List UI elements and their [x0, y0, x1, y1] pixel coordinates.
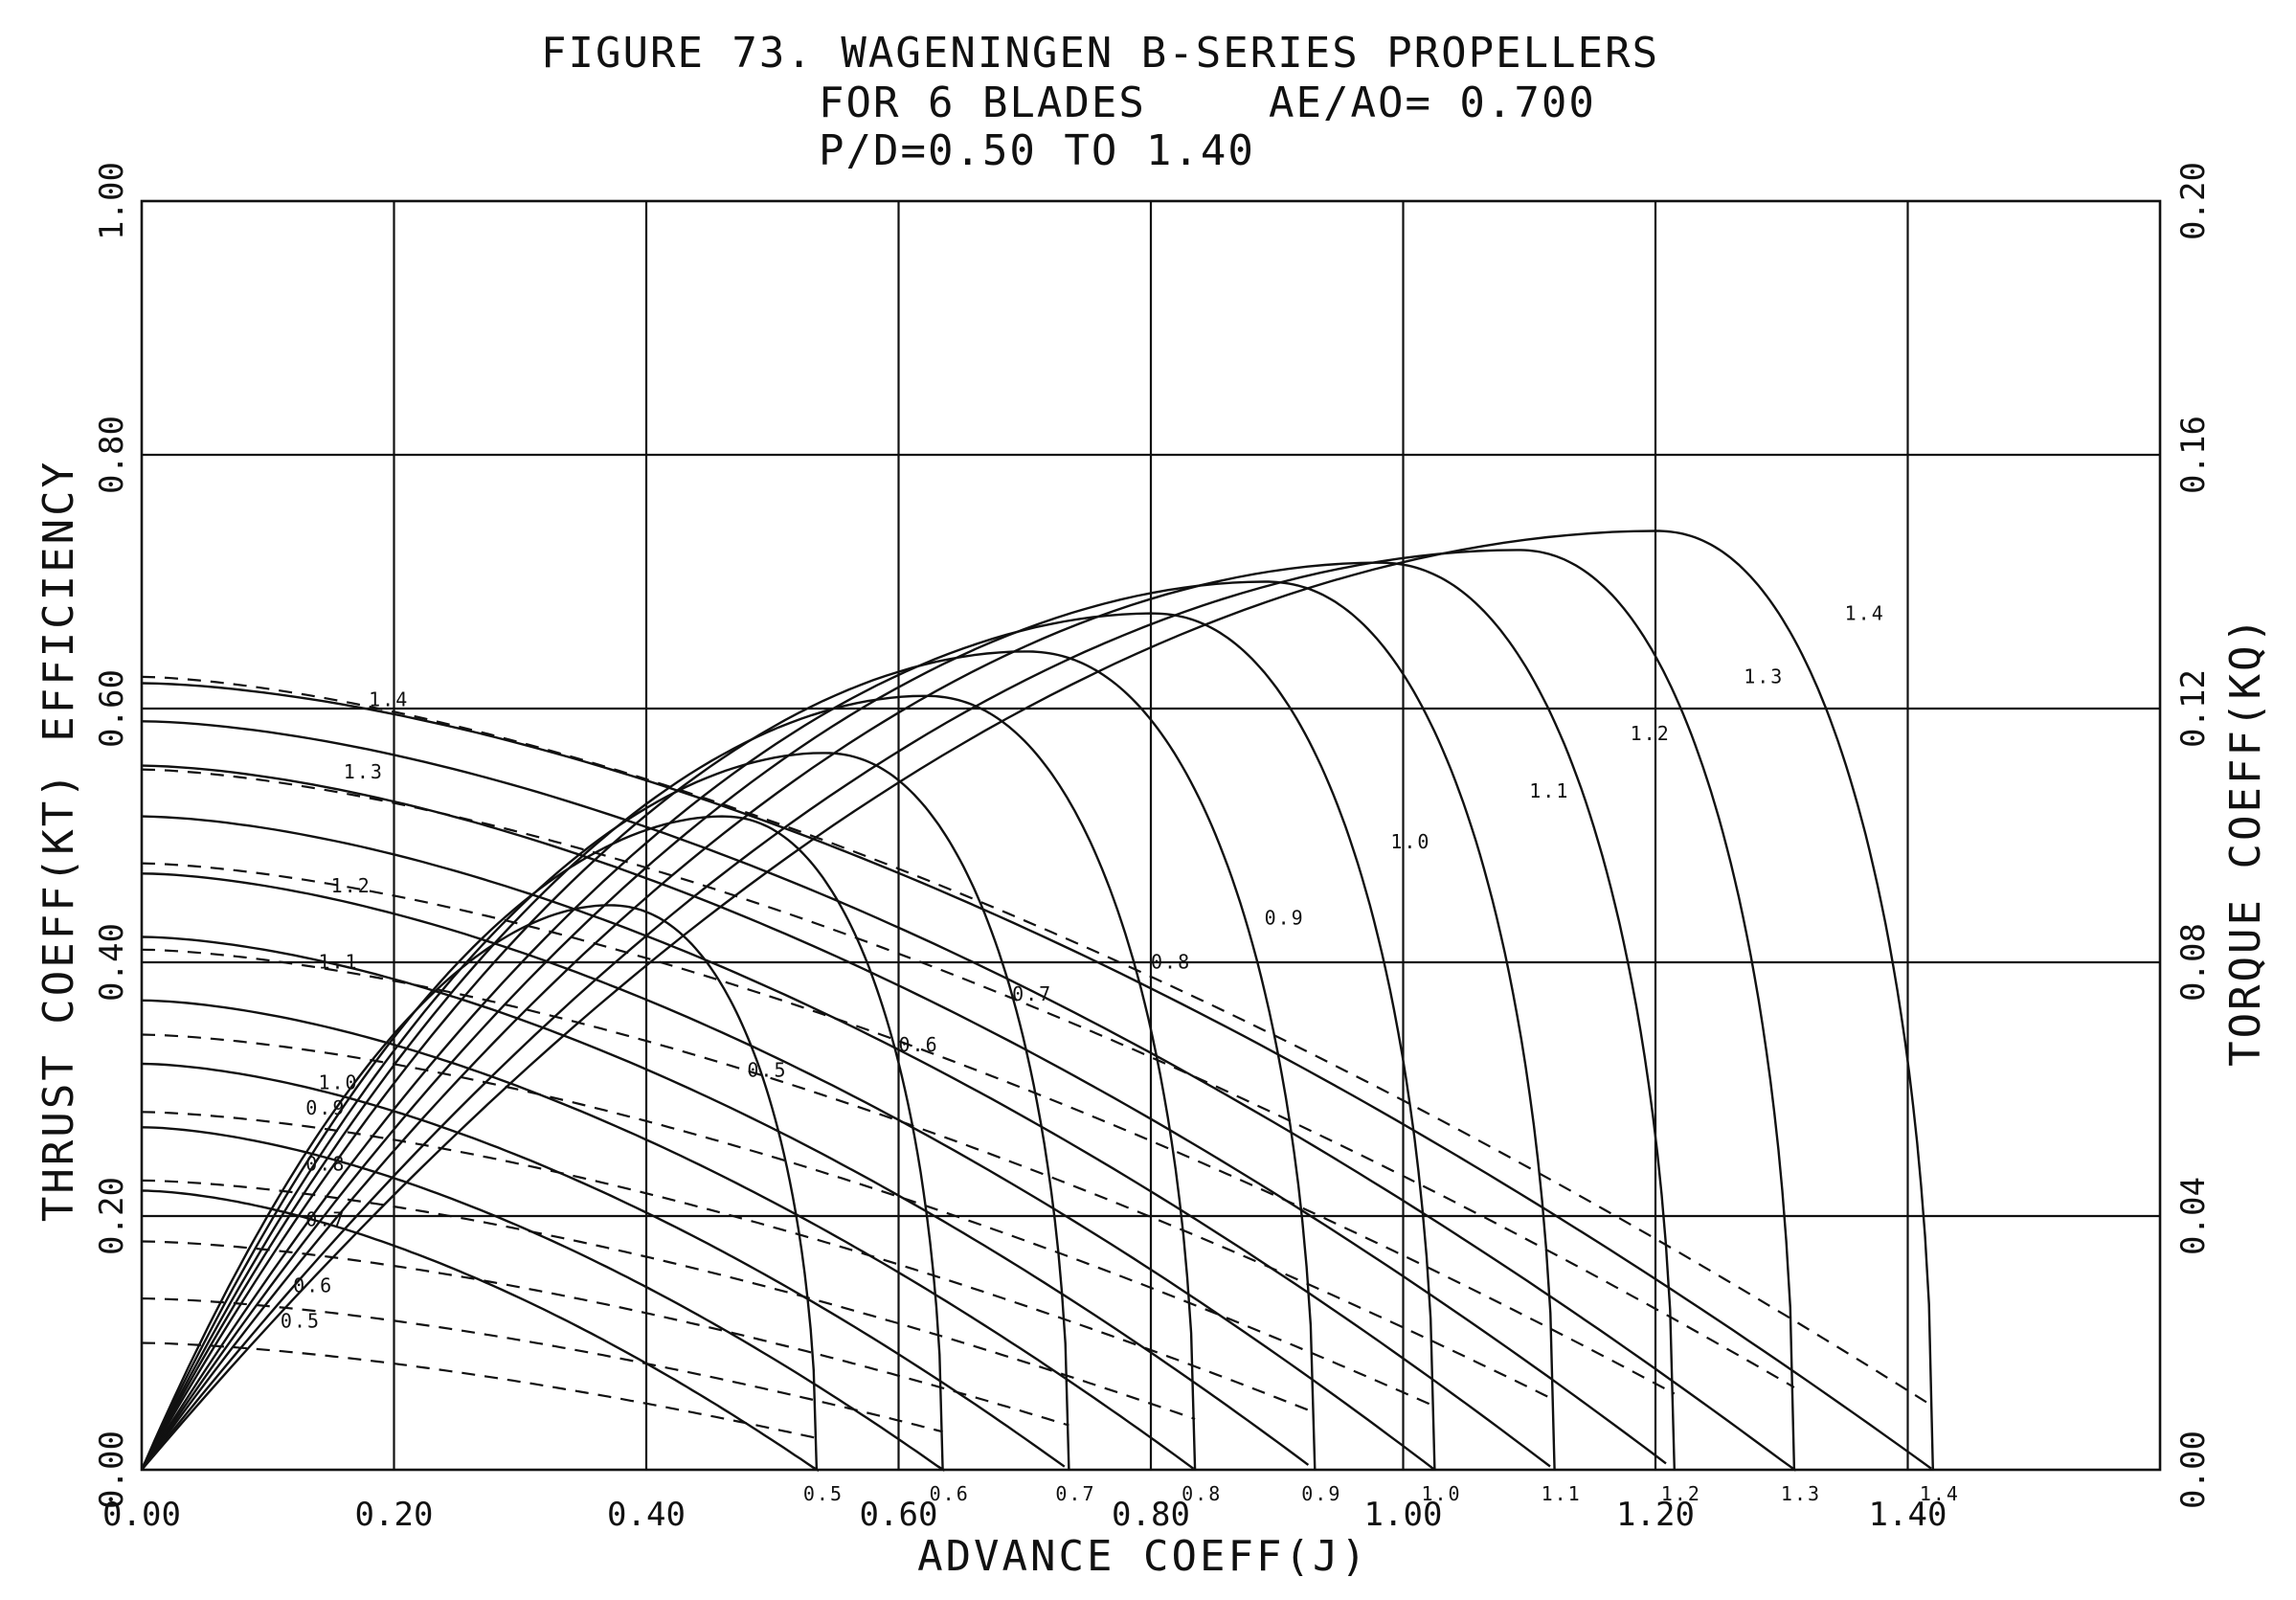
kt-curve-0.9 — [141, 935, 1310, 1466]
kt-curve-1.2 — [141, 764, 1667, 1465]
kq-curve-0.6 — [141, 1297, 943, 1433]
x-tick-label: 1.00 — [1364, 1496, 1443, 1534]
x-axis-label: ADVANCE COEFF(J) — [917, 1532, 1369, 1581]
curve-labels: 0.50.60.70.80.91.01.11.21.31.40.50.60.70… — [281, 601, 1960, 1505]
y-right-tick-label: 0.12 — [2174, 669, 2213, 748]
x-tick-label: 0.80 — [1112, 1496, 1190, 1534]
j-end-label-1.0: 1.0 — [1421, 1482, 1461, 1505]
y-left-tick-label: 0.60 — [93, 669, 131, 748]
efficiency-curve-0.5 — [140, 904, 819, 1471]
x-tick-label: 0.20 — [355, 1496, 434, 1534]
kt-label-0.6: 0.6 — [293, 1274, 333, 1297]
efficiency-label-0.5: 0.5 — [747, 1058, 787, 1081]
chart-subtitle-pd: P/D=0.50 TO 1.40 — [819, 126, 1255, 175]
efficiency-label-0.9: 0.9 — [1265, 906, 1305, 929]
efficiency-curve-0.9 — [140, 650, 1317, 1471]
x-tick-label: 1.20 — [1616, 1496, 1695, 1534]
kt-curve-0.5 — [141, 1189, 820, 1472]
efficiency-label-1.3: 1.3 — [1744, 665, 1784, 688]
kt-curve-0.6 — [141, 1126, 946, 1472]
efficiency-curve-1.3 — [141, 549, 1796, 1471]
kt-curve-0.8 — [141, 999, 1195, 1470]
x-tick-label: 0.00 — [102, 1496, 181, 1534]
x-tick-label: 0.60 — [860, 1496, 938, 1534]
kq-curve-1.4 — [141, 675, 1934, 1408]
y-axis-label-left: THRUST COEFF(KT) EFFICIENCY — [34, 460, 83, 1222]
efficiency-label-1.1: 1.1 — [1529, 779, 1569, 802]
efficiency-curve-0.6 — [140, 815, 944, 1471]
y-left-tick-label: 0.40 — [93, 923, 131, 1002]
y-left-tick-label: 0.80 — [93, 416, 131, 494]
tick-labels: 0.00 0.20 0.40 0.60 0.80 1.00 1.20 1.40 0.00 0.20… — [93, 162, 2213, 1534]
y-right-tick-label: 0.08 — [2174, 923, 2213, 1002]
x-tick-label: 0.40 — [607, 1496, 686, 1534]
kq-curve-1.1 — [141, 948, 1556, 1402]
kt-curves — [141, 682, 1932, 1472]
efficiency-label-0.8: 0.8 — [1151, 951, 1191, 974]
efficiency-label-0.6: 0.6 — [899, 1033, 939, 1056]
j-end-label-1.2: 1.2 — [1661, 1482, 1701, 1505]
plot-frame — [140, 199, 2162, 1472]
j-end-label-0.8: 0.8 — [1182, 1482, 1222, 1505]
y-right-tick-label: 0.00 — [2174, 1431, 2213, 1509]
y-right-tick-label: 0.16 — [2174, 416, 2213, 494]
y-left-tick-label: 1.00 — [93, 162, 131, 240]
kt-label-1.2: 1.2 — [331, 874, 371, 897]
kt-label-0.8: 0.8 — [305, 1152, 346, 1175]
chart-subtitle-right: AE/AO= 0.700 — [1269, 79, 1596, 127]
j-end-label-1.1: 1.1 — [1542, 1482, 1582, 1505]
kt-label-0.7: 0.7 — [305, 1208, 346, 1231]
chart-subtitle-left: FOR 6 BLADES — [819, 79, 1146, 127]
kt-label-1.3: 1.3 — [344, 760, 384, 783]
j-end-label-0.6: 0.6 — [930, 1482, 970, 1505]
kt-curve-0.7 — [141, 1062, 1066, 1468]
efficiency-label-1.0: 1.0 — [1390, 830, 1430, 853]
x-tick-label: 1.40 — [1869, 1496, 1947, 1534]
kq-curve-1.2 — [141, 862, 1676, 1395]
efficiency-label-0.7: 0.7 — [1012, 982, 1052, 1005]
efficiency-curve-1.4 — [141, 530, 1934, 1471]
y-right-tick-label: 0.20 — [2174, 162, 2213, 240]
kt-curve-1.3 — [141, 720, 1797, 1472]
kt-label-0.9: 0.9 — [305, 1096, 346, 1119]
y-right-tick-label: 0.04 — [2174, 1177, 2213, 1255]
y-left-tick-label: 0.20 — [93, 1177, 131, 1255]
kt-label-0.5: 0.5 — [281, 1310, 321, 1333]
kq-curve-0.7 — [141, 1240, 1069, 1427]
kt-curve-1.1 — [141, 815, 1551, 1468]
j-end-label-1.3: 1.3 — [1781, 1482, 1821, 1505]
plot-area-border — [140, 199, 2162, 1472]
j-end-label-1.4: 1.4 — [1920, 1482, 1960, 1505]
kt-label-1.4: 1.4 — [369, 687, 409, 710]
efficiency-label-1.4: 1.4 — [1845, 601, 1885, 624]
kt-curve-1.4 — [141, 682, 1932, 1470]
j-end-label-0.7: 0.7 — [1055, 1482, 1095, 1505]
efficiency-curve-1.0 — [140, 612, 1436, 1471]
chart-title: FIGURE 73. WAGENINGEN B-SERIES PROPELLER… — [541, 29, 1659, 78]
efficiency-curves — [140, 530, 1934, 1471]
kt-label-1.1: 1.1 — [318, 951, 358, 974]
j-end-label-0.9: 0.9 — [1301, 1482, 1341, 1505]
j-end-label-0.5: 0.5 — [803, 1482, 844, 1505]
grid — [142, 201, 2160, 1470]
kt-curve-1.0 — [141, 872, 1435, 1471]
kq-curve-1.0 — [141, 1033, 1435, 1408]
efficiency-curve-0.8 — [140, 694, 1197, 1471]
y-left-tick-label: 0.00 — [93, 1431, 131, 1509]
kq-curve-0.8 — [141, 1179, 1196, 1421]
kt-label-1.0: 1.0 — [318, 1071, 358, 1094]
efficiency-label-1.2: 1.2 — [1631, 722, 1671, 745]
efficiency-curve-0.7 — [140, 752, 1070, 1471]
efficiency-curve-1.1 — [141, 580, 1556, 1471]
y-axis-label-right: TORQUE COEFF(KQ) — [2221, 615, 2270, 1067]
